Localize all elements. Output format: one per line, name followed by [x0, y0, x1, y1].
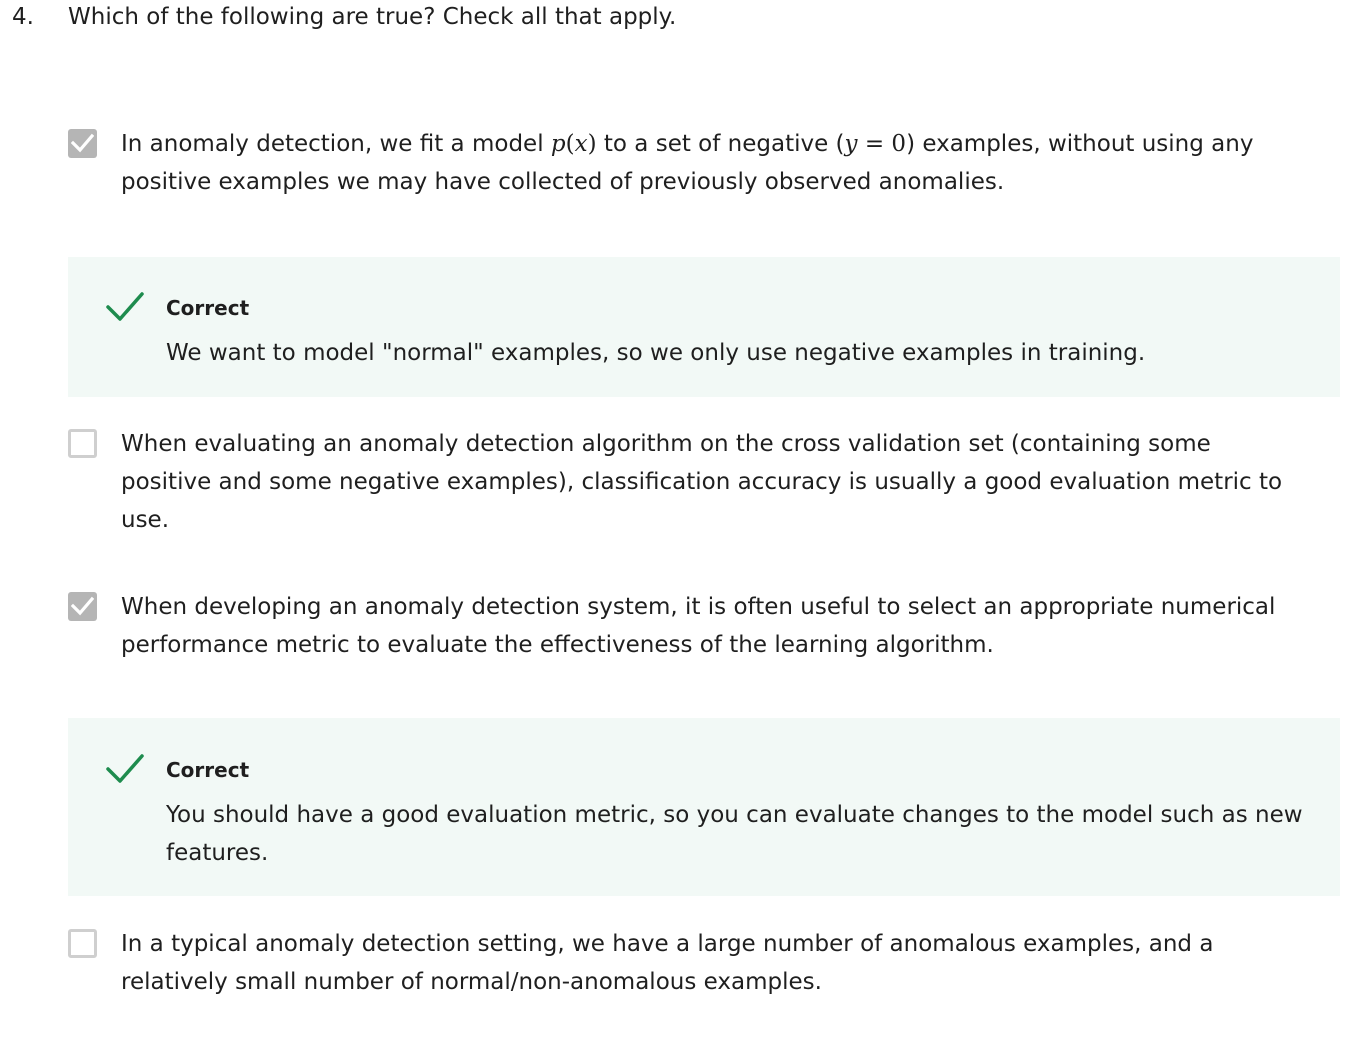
- option-1-checkbox[interactable]: [68, 129, 97, 158]
- option-2-text: When evaluating an anomaly detection alg…: [121, 431, 1283, 533]
- option-4-checkbox[interactable]: [68, 929, 97, 958]
- checkmark-icon: [71, 596, 94, 616]
- answer-option-2[interactable]: When evaluating an anomaly detection alg…: [68, 428, 1308, 543]
- question-number: 4.: [12, 4, 34, 30]
- question-prompt: Which of the following are true? Check a…: [68, 4, 677, 30]
- answer-option-4[interactable]: In a typical anomaly detection setting, …: [68, 928, 1308, 1008]
- green-check-icon: [106, 292, 144, 321]
- feedback-panel-2: Correct You should have a good evaluatio…: [68, 718, 1340, 896]
- option-1-text: In anomaly detection, we fit a model p(x…: [121, 131, 1254, 195]
- feedback-panel-1: Correct We want to model "normal" exampl…: [68, 257, 1340, 397]
- answer-option-1[interactable]: In anomaly detection, we fit a model p(x…: [68, 128, 1308, 208]
- option-4-text: In a typical anomaly detection setting, …: [121, 931, 1214, 995]
- feedback-1-text: We want to model "normal" examples, so w…: [166, 340, 1146, 366]
- green-check-icon: [106, 754, 144, 783]
- feedback-2-text: You should have a good evaluation metric…: [166, 802, 1303, 866]
- feedback-1-label: Correct: [166, 296, 250, 320]
- math-expression-px: p(x): [550, 131, 597, 157]
- option-3-checkbox[interactable]: [68, 592, 97, 621]
- option-3-text: When developing an anomaly detection sys…: [121, 594, 1276, 658]
- feedback-2-label: Correct: [166, 758, 250, 782]
- question-header: 4. Which of the following are true? Chec…: [0, 0, 1354, 40]
- option-2-checkbox[interactable]: [68, 429, 97, 458]
- checkmark-icon: [71, 133, 94, 153]
- math-expression-y0: y = 0: [844, 131, 907, 157]
- answer-option-3[interactable]: When developing an anomaly detection sys…: [68, 591, 1308, 671]
